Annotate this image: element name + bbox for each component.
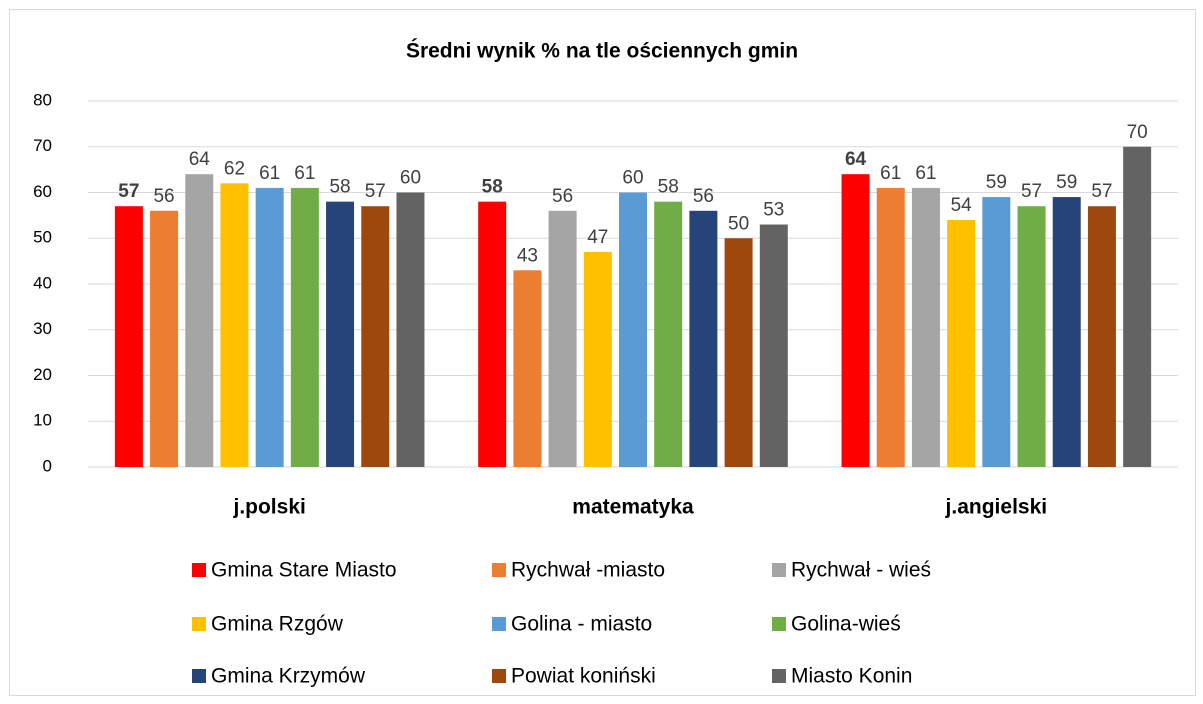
legend-swatch bbox=[492, 669, 506, 683]
y-tick-label: 60 bbox=[33, 182, 52, 201]
y-tick-label: 10 bbox=[33, 411, 52, 430]
legend-label: Gmina Stare Miasto bbox=[211, 559, 397, 582]
legend-swatch bbox=[772, 617, 786, 631]
legend-swatch bbox=[772, 563, 786, 577]
data-label: 58 bbox=[658, 177, 679, 198]
y-tick-label: 30 bbox=[33, 319, 52, 338]
bar bbox=[759, 224, 788, 467]
x-tick-label: matematyka bbox=[572, 496, 694, 519]
bar bbox=[1087, 206, 1116, 467]
data-label: 64 bbox=[189, 149, 211, 170]
bar bbox=[724, 238, 753, 467]
data-label: 60 bbox=[622, 168, 643, 189]
legend-label: Golina-wieś bbox=[791, 613, 901, 636]
legend-label: Gmina Rzgów bbox=[211, 613, 344, 636]
legend-swatch bbox=[492, 563, 506, 577]
legend-swatch bbox=[192, 617, 206, 631]
data-label: 61 bbox=[259, 163, 280, 184]
bar bbox=[654, 201, 683, 467]
data-label: 57 bbox=[365, 181, 386, 202]
bar bbox=[1017, 206, 1046, 467]
data-label: 50 bbox=[728, 213, 749, 234]
legend-swatch bbox=[192, 563, 206, 577]
data-label: 60 bbox=[400, 168, 421, 189]
bar bbox=[841, 174, 870, 467]
data-label: 59 bbox=[1056, 172, 1077, 193]
data-label: 58 bbox=[482, 177, 503, 198]
y-tick-label: 0 bbox=[43, 456, 52, 475]
data-label: 62 bbox=[224, 158, 245, 179]
y-tick-label: 50 bbox=[33, 228, 52, 247]
legend-swatch bbox=[492, 617, 506, 631]
bar bbox=[911, 187, 940, 468]
bar bbox=[326, 201, 355, 467]
legend-label: Rychwał -miasto bbox=[511, 559, 665, 582]
y-tick-label: 80 bbox=[33, 90, 52, 109]
data-label: 57 bbox=[1091, 181, 1112, 202]
bar bbox=[478, 201, 507, 467]
x-tick-label: j.angielski bbox=[945, 496, 1048, 519]
data-label: 64 bbox=[845, 149, 867, 170]
y-tick-label: 20 bbox=[33, 365, 52, 384]
legend-label: Golina - miasto bbox=[511, 613, 652, 636]
data-label: 56 bbox=[552, 186, 573, 207]
legend-label: Rychwał - wieś bbox=[791, 559, 931, 582]
bar bbox=[947, 219, 976, 467]
bar bbox=[619, 192, 647, 467]
data-label: 59 bbox=[986, 172, 1007, 193]
bar bbox=[361, 206, 390, 467]
legend-label: Gmina Krzymów bbox=[211, 665, 366, 688]
y-tick-label: 40 bbox=[33, 273, 52, 292]
bar bbox=[689, 210, 718, 468]
bar bbox=[982, 197, 1011, 467]
bar bbox=[220, 183, 249, 467]
data-label: 58 bbox=[329, 177, 350, 198]
bar bbox=[185, 174, 214, 467]
legend-label: Powiat koniński bbox=[511, 665, 656, 688]
data-label: 56 bbox=[153, 186, 174, 207]
bar bbox=[583, 251, 612, 467]
data-label: 56 bbox=[693, 186, 714, 207]
bar bbox=[548, 210, 577, 468]
legend-label: Miasto Konin bbox=[791, 665, 912, 688]
data-label: 57 bbox=[1021, 181, 1042, 202]
bar bbox=[150, 210, 179, 468]
bar bbox=[876, 187, 905, 468]
data-label: 61 bbox=[915, 163, 936, 184]
bar bbox=[513, 270, 542, 467]
data-label: 43 bbox=[517, 245, 538, 266]
data-label: 70 bbox=[1127, 122, 1148, 143]
x-tick-label: j.polski bbox=[232, 496, 305, 519]
bar bbox=[114, 206, 143, 467]
bar bbox=[1123, 146, 1152, 467]
bar bbox=[255, 187, 284, 468]
data-label: 47 bbox=[587, 227, 608, 248]
bar bbox=[290, 187, 319, 468]
data-label: 54 bbox=[951, 195, 973, 216]
data-label: 61 bbox=[880, 163, 901, 184]
legend-swatch bbox=[192, 669, 206, 683]
bar bbox=[396, 192, 425, 467]
data-label: 57 bbox=[118, 181, 139, 202]
bar bbox=[1052, 197, 1081, 467]
chart-title: Średni wynik % na tle ościennych gmin bbox=[406, 39, 798, 63]
data-label: 61 bbox=[294, 163, 315, 184]
y-tick-label: 70 bbox=[33, 136, 52, 155]
legend-swatch bbox=[772, 669, 786, 683]
data-label: 53 bbox=[763, 200, 784, 221]
